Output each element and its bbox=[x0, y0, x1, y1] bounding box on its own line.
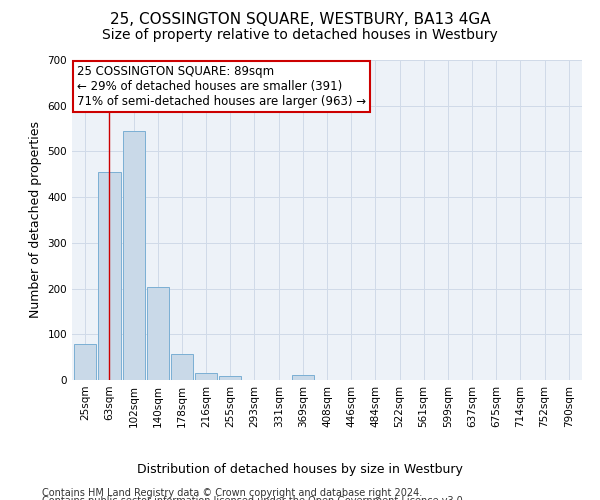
Bar bbox=[195, 373, 217, 380]
Bar bbox=[74, 344, 97, 380]
Text: Distribution of detached houses by size in Westbury: Distribution of detached houses by size … bbox=[137, 462, 463, 475]
Bar bbox=[171, 354, 193, 380]
Text: 25, COSSINGTON SQUARE, WESTBURY, BA13 4GA: 25, COSSINGTON SQUARE, WESTBURY, BA13 4G… bbox=[110, 12, 490, 28]
Bar bbox=[292, 376, 314, 380]
Text: Size of property relative to detached houses in Westbury: Size of property relative to detached ho… bbox=[102, 28, 498, 42]
Bar bbox=[219, 376, 241, 380]
Bar bbox=[122, 131, 145, 380]
Text: 25 COSSINGTON SQUARE: 89sqm
← 29% of detached houses are smaller (391)
71% of se: 25 COSSINGTON SQUARE: 89sqm ← 29% of det… bbox=[77, 65, 366, 108]
Text: Contains HM Land Registry data © Crown copyright and database right 2024.: Contains HM Land Registry data © Crown c… bbox=[42, 488, 422, 498]
Bar bbox=[146, 287, 169, 380]
Y-axis label: Number of detached properties: Number of detached properties bbox=[29, 122, 42, 318]
Bar bbox=[98, 172, 121, 380]
Text: Contains public sector information licensed under the Open Government Licence v3: Contains public sector information licen… bbox=[42, 496, 466, 500]
